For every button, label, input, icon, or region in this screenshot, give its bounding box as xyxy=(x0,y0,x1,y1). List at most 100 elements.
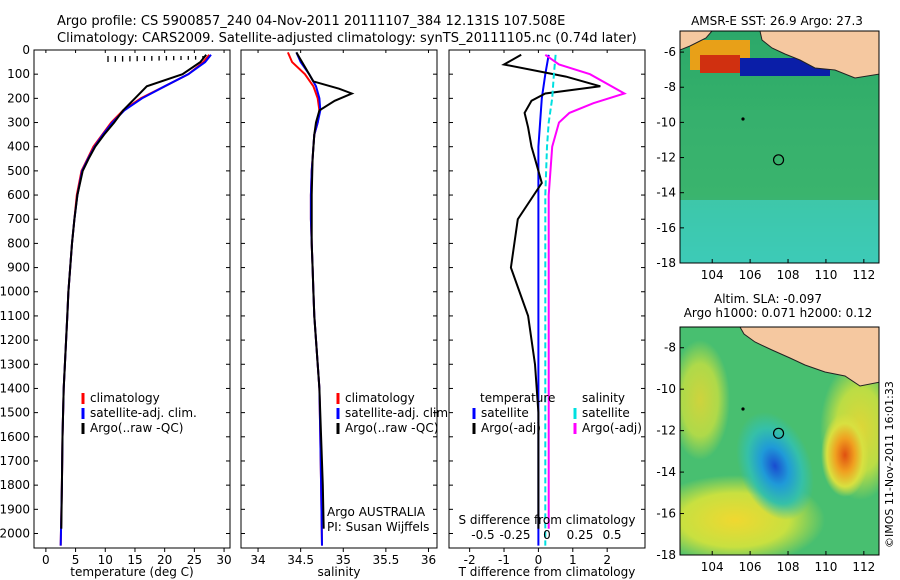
legend-s-argo-label: Argo(-adj) xyxy=(582,421,642,435)
series-line-temperature-satellite xyxy=(537,54,550,546)
title-line-2: Climatology: CARS2009. Satellite-adjuste… xyxy=(57,31,637,46)
s-tick-label: 0.25 xyxy=(567,528,594,542)
s-tick-label: 0 xyxy=(543,528,551,542)
sla-argo-position-marker xyxy=(772,427,785,439)
difference-legend: temperature salinity satellite Argo(-adj… xyxy=(472,391,642,435)
lat-tick-label: -16 xyxy=(656,507,676,521)
difference-panel: -2 -1 0 1 2 T difference from climatology S … xyxy=(448,49,646,579)
lon-tick-label: 110 xyxy=(814,268,837,282)
sst-christmas-island-dot xyxy=(741,117,745,121)
depth-tick-label: 200 xyxy=(7,91,30,105)
temperature-legend: climatology satellite-adj. clim. Argo(..… xyxy=(81,391,197,435)
sla-map-panel: Altim. SLA: -0.097 Argo h1000: 0.071 h20… xyxy=(656,292,880,574)
lat-tick-label: -14 xyxy=(656,465,676,479)
legend-salinity-header: salinity xyxy=(582,391,625,405)
lon-tick-label: 112 xyxy=(852,268,875,282)
depth-tick-label: 1800 xyxy=(0,478,30,492)
lat-tick-label: -6 xyxy=(664,45,676,59)
legend-t-satellite-label: satellite xyxy=(481,406,529,420)
lat-tick-label: -10 xyxy=(656,115,676,129)
sst-map-lon-ticks: 104 106 108 110 112 xyxy=(701,259,875,282)
pi-annotation: PI: Susan Wijffels xyxy=(327,520,429,534)
temperature-lines xyxy=(59,54,212,546)
difference-axis-ticks: -2 -1 0 1 2 xyxy=(464,50,611,567)
legend-climatology-label: climatology xyxy=(90,391,160,405)
lat-tick-label: -16 xyxy=(656,221,676,235)
salinity-panel: 34 34.5 35 35.5 36 salinity climatology sate… xyxy=(240,49,452,579)
sla-yellow-band xyxy=(680,340,730,460)
depth-tick-label: 800 xyxy=(7,236,30,250)
legend-satellite-label: satellite-adj. clim. xyxy=(345,406,452,420)
lon-tick-label: 106 xyxy=(739,268,762,282)
sla-map-subtitle: Argo h1000: 0.071 h2000: 0.12 xyxy=(684,306,873,320)
sla-map-lat-ticks: -8 -10 -12 -14 -16 -18 xyxy=(656,341,684,562)
series-line-salinity-satellite xyxy=(544,54,557,546)
s-tick-label: -0.5 xyxy=(471,528,494,542)
x-tick-label: 25 xyxy=(187,553,202,567)
sst-map-image xyxy=(680,31,879,263)
depth-tick-label: 700 xyxy=(7,212,30,226)
imos-watermark: ©IMOS 11-Nov-2011 16:01:33 xyxy=(883,381,896,548)
legend-temperature-header: temperature xyxy=(480,391,555,405)
difference-lines xyxy=(501,53,627,546)
legend-argo-label: Argo(..raw -QC) xyxy=(90,421,183,435)
x-tick-label: 0 xyxy=(535,553,543,567)
depth-tick-label: 1500 xyxy=(0,406,30,420)
depth-tick-label: 1600 xyxy=(0,430,30,444)
salinity-axes-frame xyxy=(240,49,438,549)
x-tick-label: 1 xyxy=(569,553,577,567)
s-tick-label: 0.5 xyxy=(602,528,621,542)
salinity-axis-ticks: 34 34.5 35 35.5 36 xyxy=(250,50,436,567)
x-tick-label: 36 xyxy=(421,553,436,567)
depth-tick-label: 500 xyxy=(7,164,30,178)
x-tick-label: 34 xyxy=(250,553,265,567)
x-tick-label: -2 xyxy=(464,553,476,567)
lat-tick-label: -12 xyxy=(656,151,676,165)
lon-tick-label: 108 xyxy=(777,268,800,282)
s-difference-label: S difference from climatology xyxy=(459,513,636,527)
salinity-depth-ticks xyxy=(241,49,437,534)
depth-tick-label: 1300 xyxy=(0,357,30,371)
lon-tick-label: 110 xyxy=(814,560,837,574)
depth-tick-label: 1200 xyxy=(0,333,30,347)
lon-tick-label: 104 xyxy=(701,268,724,282)
lat-tick-label: -8 xyxy=(664,341,676,355)
lat-tick-label: -10 xyxy=(656,382,676,396)
sst-map-panel: AMSR-E SST: 26.9 Argo: 27.3 104 106 108 110… xyxy=(656,14,880,282)
series-line-temperature-argo-adj- xyxy=(501,53,601,529)
java-island xyxy=(759,31,879,79)
sumatra-tip xyxy=(680,31,713,51)
x-tick-label: 2 xyxy=(603,553,611,567)
legend-argo-label: Argo(..raw -QC) xyxy=(345,421,438,435)
sst-warm-patch xyxy=(700,55,740,73)
lon-tick-label: 106 xyxy=(739,560,762,574)
sla-map-lon-ticks: 104 106 108 110 112 xyxy=(701,551,875,574)
depth-tick-label: 100 xyxy=(7,67,30,81)
title-line-1: Argo profile: CS 5900857_240 04-Nov-2011… xyxy=(57,14,565,29)
depth-tick-label: 1700 xyxy=(0,454,30,468)
depth-tick-label: 1400 xyxy=(0,381,30,395)
lon-tick-label: 112 xyxy=(852,560,875,574)
java-island xyxy=(739,327,879,387)
sst-map-frame xyxy=(679,30,880,264)
legend-satellite-label: satellite-adj. clim. xyxy=(90,406,197,420)
x-tick-label: -1 xyxy=(498,553,510,567)
difference-xlabel: T difference from climatology xyxy=(458,565,636,579)
x-tick-label: 35.5 xyxy=(373,553,400,567)
salinity-xlabel: salinity xyxy=(317,565,360,579)
legend-t-argo-label: Argo(-adj) xyxy=(481,421,541,435)
legend-s-satellite-label: satellite xyxy=(582,406,630,420)
difference-axes-frame xyxy=(448,49,646,549)
x-tick-label: 15 xyxy=(127,553,142,567)
sst-map-title: AMSR-E SST: 26.9 Argo: 27.3 xyxy=(691,14,863,28)
x-tick-label: 10 xyxy=(98,553,113,567)
x-tick-label: 30 xyxy=(216,553,231,567)
s-tick-label: -0.25 xyxy=(499,528,530,542)
series-line-salinity-argo-adj- xyxy=(544,53,627,529)
legend-climatology-label: climatology xyxy=(345,391,415,405)
sla-map-title: Altim. SLA: -0.097 xyxy=(714,292,822,306)
series-line-argo-raw-qc- xyxy=(295,51,355,529)
sla-map-image xyxy=(680,327,879,555)
x-tick-label: 20 xyxy=(157,553,172,567)
lat-tick-label: -18 xyxy=(656,256,676,270)
